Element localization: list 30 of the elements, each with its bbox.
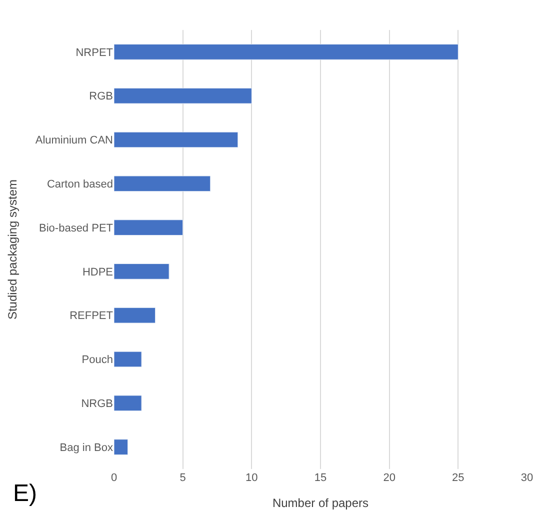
x-tick-label: 15 xyxy=(314,472,327,484)
y-tick-label: Aluminium CAN xyxy=(35,134,114,147)
y-tick-label: REFPET xyxy=(70,310,114,322)
y-tick-label: Bag in Box xyxy=(60,442,114,454)
x-tick-label: 5 xyxy=(180,472,186,484)
x-axis-title: Number of papers xyxy=(272,496,369,510)
bar xyxy=(114,132,238,148)
text: E) xyxy=(13,480,37,507)
y-tick-label: NRGB xyxy=(81,398,113,410)
y-axis-title: Studied packaging system xyxy=(6,179,20,320)
x-tick-label: 10 xyxy=(246,472,258,484)
x-tick-label: 25 xyxy=(452,472,464,484)
bar xyxy=(114,44,458,60)
x-tick-label: 0 xyxy=(110,472,118,484)
y-tick-label: RGB xyxy=(89,90,113,103)
y-tick-label: Carton based xyxy=(46,178,113,190)
bar xyxy=(114,264,170,280)
bar xyxy=(114,176,211,192)
bar xyxy=(114,439,128,455)
bar xyxy=(114,395,142,412)
y-tick-label: NRPET xyxy=(76,46,114,59)
bar xyxy=(114,220,184,236)
y-tick-label: Bio-based PET xyxy=(39,222,114,234)
x-tick-label: 20 xyxy=(383,472,396,484)
bar xyxy=(114,351,142,368)
y-tick-label: Pouch xyxy=(82,354,113,366)
x-tick-label: 30 xyxy=(520,472,534,484)
y-tick-label: HDPE xyxy=(82,266,113,278)
bar xyxy=(114,88,252,104)
bar xyxy=(114,307,156,324)
